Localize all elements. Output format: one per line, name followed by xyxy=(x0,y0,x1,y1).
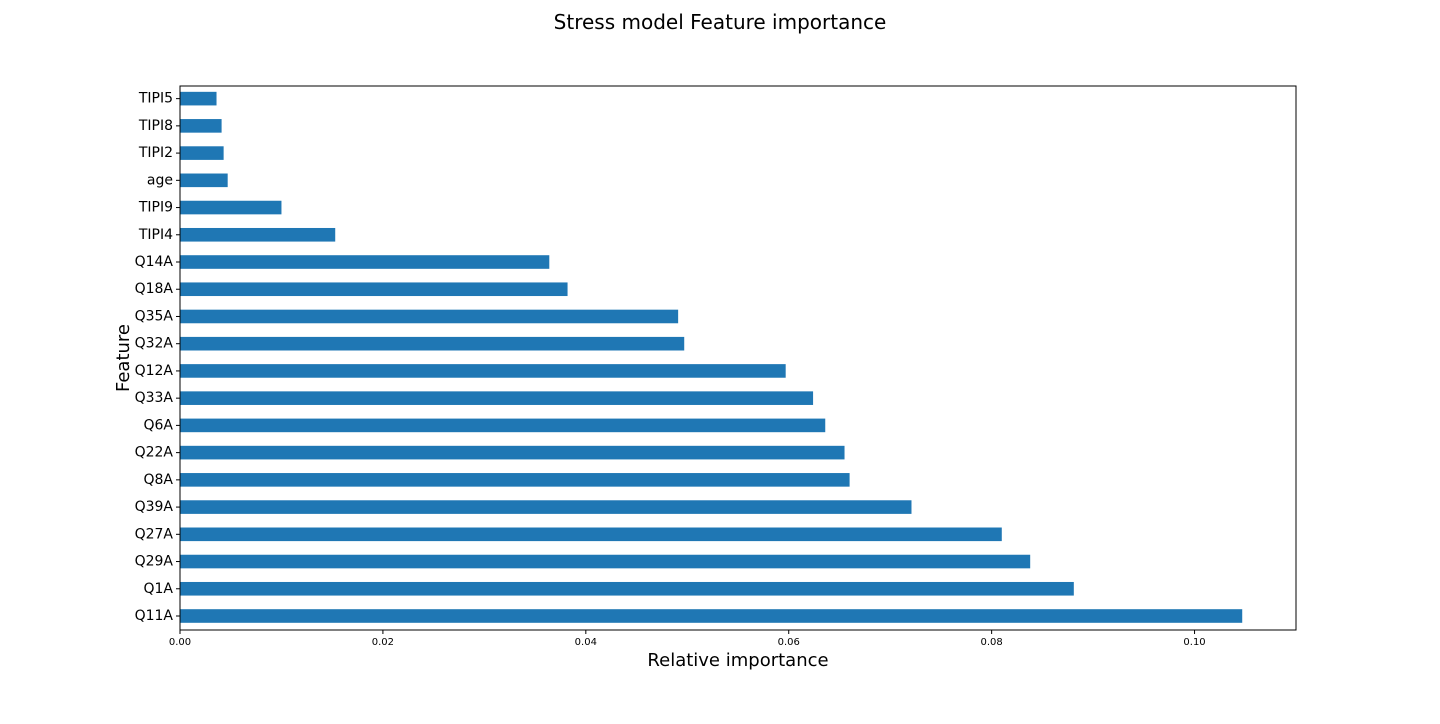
y-tick-label: Q39A xyxy=(135,499,174,515)
y-tick-label: age xyxy=(147,172,173,188)
bar-q29a xyxy=(180,554,1031,569)
bar-q22a xyxy=(180,445,845,460)
y-tick-label: TIPI2 xyxy=(138,145,173,161)
y-tick-label: Q12A xyxy=(135,363,174,379)
bar-q18a xyxy=(180,282,568,297)
bar-q32a xyxy=(180,336,685,351)
plot-frame xyxy=(179,85,1297,631)
y-tick-label: Q22A xyxy=(135,445,174,461)
x-axis-ticks: 0.00 0.02 0.04 0.06 0.08 0.10 xyxy=(169,630,1206,648)
y-tick-label: Q1A xyxy=(143,581,173,597)
y-tick-label: Q33A xyxy=(135,390,174,406)
y-tick-label: TIPI8 xyxy=(138,118,173,134)
bar-tipi8 xyxy=(180,119,222,133)
bar-q39a xyxy=(180,500,912,514)
bar-tipi2 xyxy=(180,146,224,160)
y-tick-label: Q6A xyxy=(143,417,173,433)
y-tick-label: TIPI9 xyxy=(138,200,173,216)
bar-q8a xyxy=(180,473,850,487)
y-tick-label: Q27A xyxy=(135,526,174,542)
y-axis-label: Feature xyxy=(113,324,134,392)
y-tick-label: TIPI4 xyxy=(138,227,173,243)
y-tick-label: Q14A xyxy=(135,254,174,270)
y-tick-label: Q11A xyxy=(135,608,174,624)
bar-q35a xyxy=(180,309,679,324)
y-tick-label: Q32A xyxy=(135,336,174,352)
y-tick-label: Q35A xyxy=(135,308,174,324)
x-tick-label: 0.06 xyxy=(778,637,800,648)
y-tick-label: Q29A xyxy=(135,554,174,570)
bar-q11a xyxy=(180,609,1243,623)
bar-q27a xyxy=(180,527,1002,542)
x-tick-label: 0.00 xyxy=(169,637,191,648)
x-tick-label: 0.08 xyxy=(981,637,1003,648)
y-axis-ticks: Q11A Q1A Q29A Q27A Q39A Q8A Q22A Q6A Q33A Q12A Q32… xyxy=(135,91,180,624)
bar-age xyxy=(180,173,228,188)
x-axis-label: Relative importance xyxy=(647,650,828,671)
x-tick-label: 0.02 xyxy=(372,637,394,648)
bar-tipi5 xyxy=(180,91,217,106)
bars-group xyxy=(180,91,1243,623)
bar-q1a xyxy=(180,581,1074,596)
x-tick-label: 0.04 xyxy=(575,637,597,648)
bar-tipi4 xyxy=(180,227,336,242)
bar-q14a xyxy=(180,255,550,269)
bar-q33a xyxy=(180,391,814,405)
bar-tipi9 xyxy=(180,200,282,215)
chart-title: Stress model Feature importance xyxy=(554,10,887,34)
bar-q6a xyxy=(180,418,826,433)
y-tick-label: Q18A xyxy=(135,281,174,297)
y-tick-label: Q8A xyxy=(143,472,173,488)
x-tick-label: 0.10 xyxy=(1183,637,1205,648)
bar-q12a xyxy=(180,364,786,378)
y-tick-label: TIPI5 xyxy=(138,91,173,107)
